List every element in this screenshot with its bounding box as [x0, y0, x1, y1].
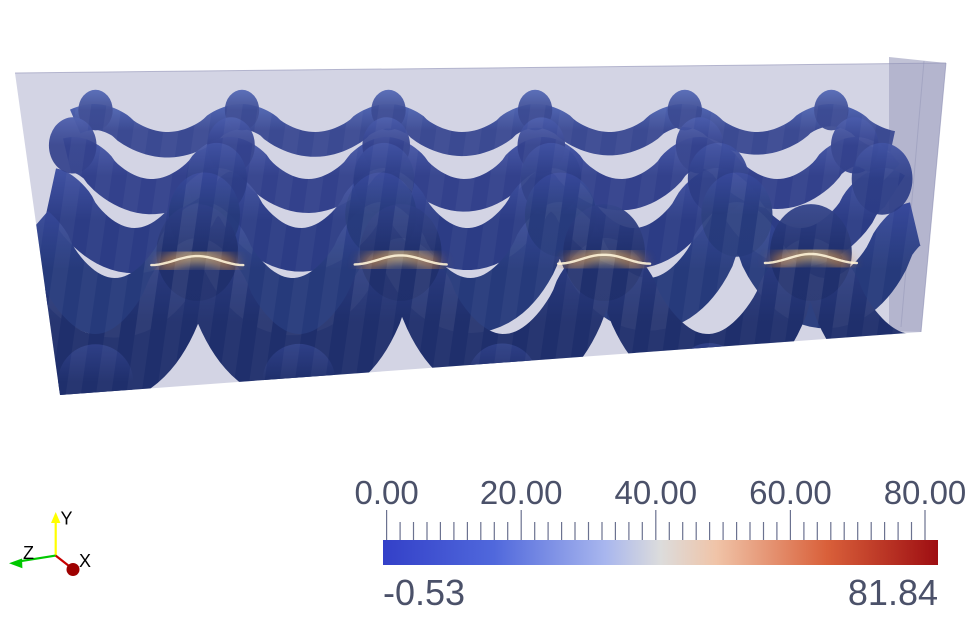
- svg-text:60.00: 60.00: [749, 474, 832, 511]
- svg-text:20.00: 20.00: [480, 474, 563, 511]
- svg-text:0.00: 0.00: [354, 474, 418, 511]
- svg-text:Z: Z: [23, 543, 34, 563]
- svg-text:40.00: 40.00: [615, 474, 698, 511]
- svg-text:Y: Y: [61, 509, 73, 529]
- svg-text:-0.53: -0.53: [383, 572, 465, 613]
- svg-text:81.84: 81.84: [848, 572, 938, 613]
- svg-text:80.00: 80.00: [884, 474, 966, 511]
- svg-text:X: X: [79, 551, 91, 571]
